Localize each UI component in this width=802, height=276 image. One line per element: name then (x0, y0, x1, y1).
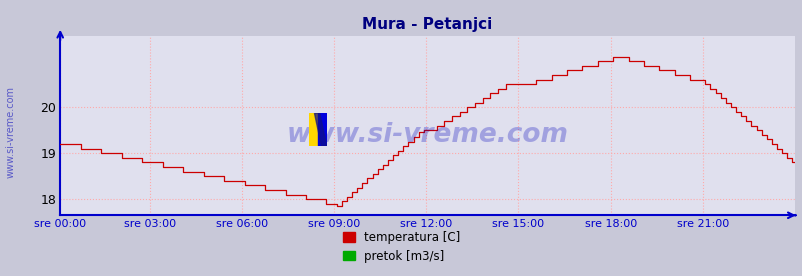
Title: Mura - Petanjci: Mura - Petanjci (362, 17, 492, 32)
Bar (318, 113, 326, 146)
Polygon shape (314, 113, 326, 146)
Bar (309, 113, 318, 146)
Text: www.si-vreme.com: www.si-vreme.com (6, 86, 15, 179)
Legend: temperatura [C], pretok [m3/s]: temperatura [C], pretok [m3/s] (338, 226, 464, 267)
Text: www.si-vreme.com: www.si-vreme.com (286, 121, 568, 148)
